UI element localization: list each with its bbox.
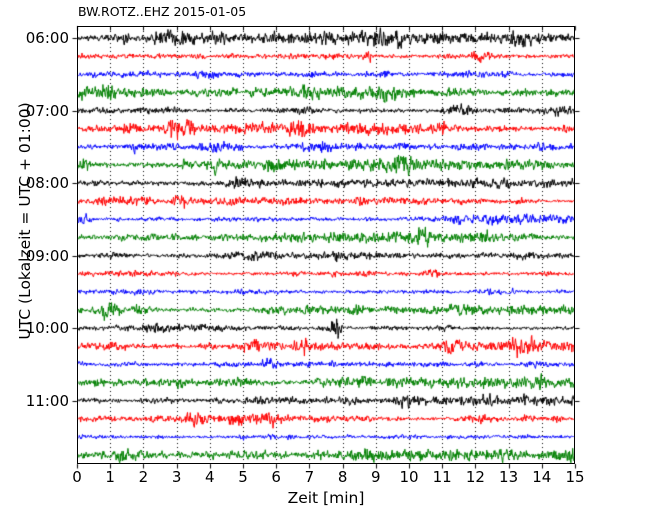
page-title: BW.ROTZ..EHZ 2015-01-05 xyxy=(78,4,247,19)
plot-axes-frame xyxy=(77,26,575,464)
x-tick-label-14: 14 xyxy=(532,468,552,486)
x-tick-label-4: 4 xyxy=(205,468,215,486)
x-tick-label-1: 1 xyxy=(105,468,115,486)
y-tick-label-0800: 08:00 xyxy=(25,174,69,193)
x-tick-label-11: 11 xyxy=(432,468,452,486)
y-axis-title: UTC (Lokalzeit = UTC + 01:00) xyxy=(16,102,34,340)
x-tick-label-2: 2 xyxy=(138,468,149,486)
x-tick-label-8: 8 xyxy=(337,468,348,486)
x-axis-title: Zeit [min] xyxy=(287,489,365,507)
x-tick-label-10: 10 xyxy=(399,468,419,486)
y-tick-label-0900: 09:00 xyxy=(25,246,69,265)
x-tick-label-6: 6 xyxy=(271,468,281,486)
x-tick-label-0: 0 xyxy=(72,468,82,486)
y-tick-label-1100: 11:00 xyxy=(25,391,69,410)
x-tick-label-15: 15 xyxy=(565,468,585,486)
x-tick-label-9: 9 xyxy=(371,468,381,486)
x-tick-label-13: 13 xyxy=(499,468,519,486)
x-tick-label-7: 7 xyxy=(304,468,315,486)
x-tick-label-3: 3 xyxy=(171,468,182,486)
x-tick-label-12: 12 xyxy=(465,468,485,486)
y-tick-label-0600: 06:00 xyxy=(25,29,69,47)
y-tick-label-0700: 07:00 xyxy=(25,101,69,120)
y-tick-label-1000: 10:00 xyxy=(25,319,69,338)
x-tick-label-5: 5 xyxy=(238,468,248,486)
